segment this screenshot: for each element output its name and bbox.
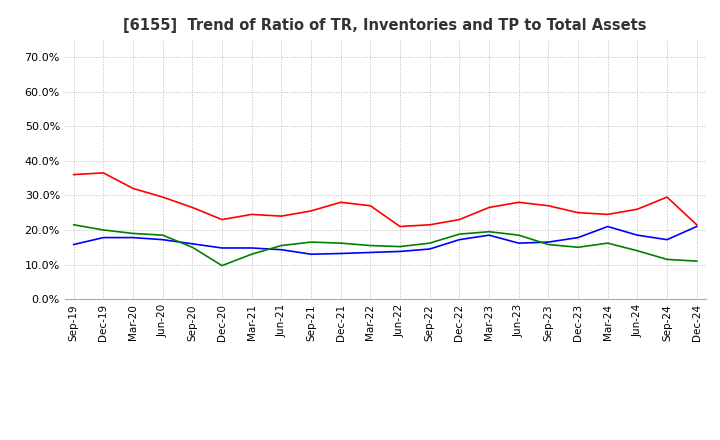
- Trade Payables: [336, 241, 345, 246]
- Trade Receivables: [188, 205, 197, 210]
- Inventories: [544, 239, 553, 245]
- Trade Receivables: [336, 200, 345, 205]
- Trade Payables: [99, 227, 108, 233]
- Trade Receivables: [277, 213, 286, 219]
- Inventories: [336, 251, 345, 256]
- Inventories: [69, 242, 78, 247]
- Trade Receivables: [248, 212, 256, 217]
- Trade Receivables: [485, 205, 493, 210]
- Trade Receivables: [544, 203, 553, 209]
- Trade Receivables: [514, 200, 523, 205]
- Inventories: [514, 241, 523, 246]
- Inventories: [366, 250, 374, 255]
- Trade Receivables: [662, 194, 671, 200]
- Inventories: [188, 241, 197, 246]
- Trade Payables: [426, 241, 434, 246]
- Trade Payables: [603, 241, 612, 246]
- Trade Payables: [514, 232, 523, 238]
- Trade Payables: [69, 222, 78, 227]
- Line: Inventories: Inventories: [73, 227, 697, 254]
- Trade Payables: [396, 244, 405, 249]
- Inventories: [574, 235, 582, 240]
- Inventories: [662, 237, 671, 242]
- Inventories: [248, 246, 256, 251]
- Trade Payables: [574, 245, 582, 250]
- Line: Trade Receivables: Trade Receivables: [73, 173, 697, 227]
- Inventories: [99, 235, 108, 240]
- Trade Payables: [277, 243, 286, 248]
- Trade Receivables: [129, 186, 138, 191]
- Inventories: [455, 237, 464, 242]
- Title: [6155]  Trend of Ratio of TR, Inventories and TP to Total Assets: [6155] Trend of Ratio of TR, Inventories…: [123, 18, 647, 33]
- Inventories: [307, 252, 315, 257]
- Trade Receivables: [366, 203, 374, 209]
- Inventories: [217, 246, 226, 251]
- Trade Payables: [366, 243, 374, 248]
- Inventories: [693, 224, 701, 229]
- Inventories: [129, 235, 138, 240]
- Trade Receivables: [693, 222, 701, 227]
- Trade Receivables: [69, 172, 78, 177]
- Inventories: [426, 246, 434, 252]
- Trade Receivables: [158, 194, 167, 200]
- Inventories: [603, 224, 612, 229]
- Trade Payables: [455, 231, 464, 237]
- Inventories: [158, 237, 167, 242]
- Trade Receivables: [396, 224, 405, 229]
- Inventories: [396, 249, 405, 254]
- Trade Payables: [248, 252, 256, 257]
- Trade Receivables: [455, 217, 464, 222]
- Inventories: [485, 232, 493, 238]
- Trade Payables: [544, 242, 553, 247]
- Trade Payables: [158, 232, 167, 238]
- Trade Receivables: [307, 208, 315, 213]
- Trade Payables: [307, 239, 315, 245]
- Inventories: [277, 247, 286, 253]
- Trade Payables: [129, 231, 138, 236]
- Inventories: [633, 232, 642, 238]
- Trade Payables: [485, 229, 493, 235]
- Trade Receivables: [426, 222, 434, 227]
- Trade Receivables: [603, 212, 612, 217]
- Trade Payables: [662, 257, 671, 262]
- Trade Payables: [693, 258, 701, 264]
- Trade Receivables: [574, 210, 582, 215]
- Trade Receivables: [99, 170, 108, 176]
- Trade Payables: [217, 263, 226, 268]
- Trade Payables: [633, 248, 642, 253]
- Trade Receivables: [633, 206, 642, 212]
- Trade Receivables: [217, 217, 226, 222]
- Trade Payables: [188, 245, 197, 250]
- Line: Trade Payables: Trade Payables: [73, 225, 697, 266]
